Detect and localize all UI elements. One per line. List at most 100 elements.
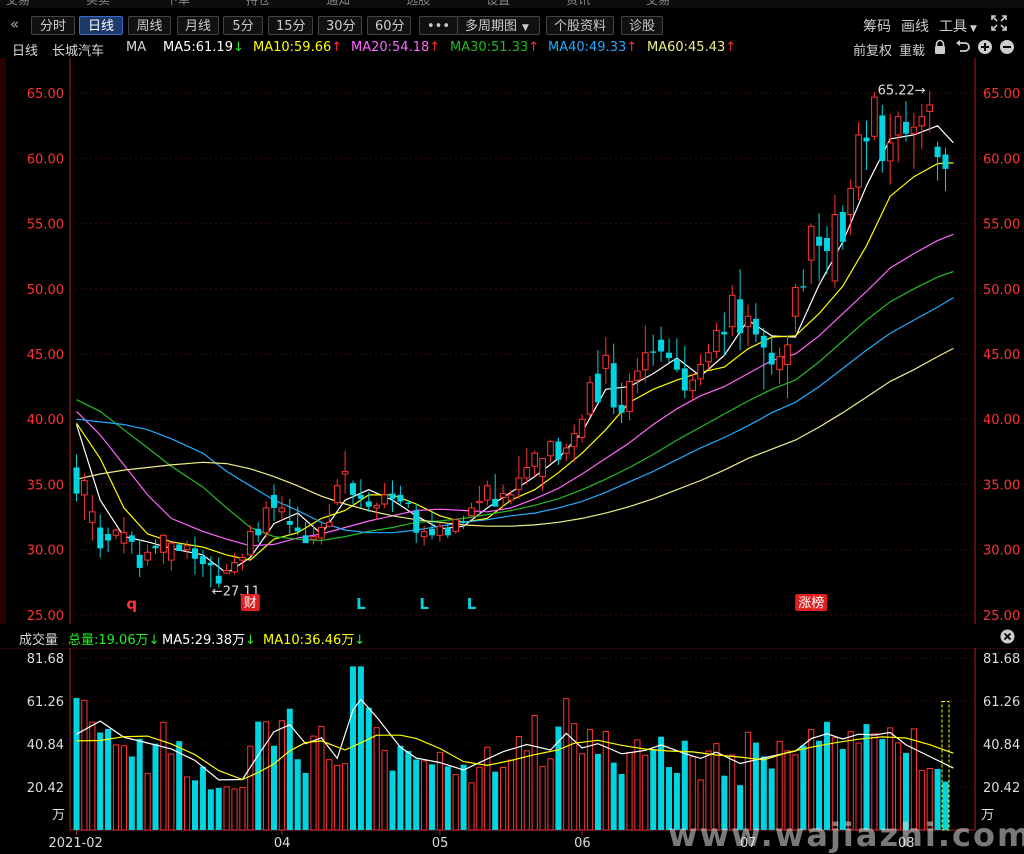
tools-button[interactable]: 工具 ▼ xyxy=(939,16,977,36)
candle[interactable] xyxy=(183,540,191,559)
candle[interactable] xyxy=(420,526,428,546)
candle[interactable] xyxy=(784,335,791,399)
volume-bar[interactable] xyxy=(231,788,238,831)
event-marker-label[interactable]: L xyxy=(467,595,477,613)
volume-bar[interactable] xyxy=(215,787,222,830)
volume-bar[interactable] xyxy=(563,698,570,831)
candle[interactable] xyxy=(144,544,151,566)
candle[interactable] xyxy=(879,104,886,173)
volume-bar[interactable] xyxy=(476,766,483,831)
candle[interactable] xyxy=(768,337,775,375)
candle[interactable] xyxy=(278,496,286,521)
candle[interactable] xyxy=(484,480,491,506)
volume-bar[interactable] xyxy=(263,721,270,831)
indicator-name[interactable]: MA xyxy=(126,40,147,55)
candle[interactable] xyxy=(223,564,230,574)
diagnose-button[interactable]: 诊股 xyxy=(621,16,664,35)
period-button[interactable]: 30分 xyxy=(318,16,362,35)
volume-bar[interactable] xyxy=(634,739,641,831)
volume-bar[interactable] xyxy=(271,745,277,830)
candle[interactable] xyxy=(326,504,333,528)
expand-icon[interactable] xyxy=(990,14,1008,36)
volume-bar[interactable] xyxy=(492,771,499,830)
zoom-in-icon[interactable] xyxy=(977,39,993,59)
volume-bar[interactable] xyxy=(120,745,128,831)
volume-bar[interactable] xyxy=(658,736,665,830)
zoom-out-icon[interactable] xyxy=(999,39,1015,59)
candle[interactable] xyxy=(105,527,112,553)
volume-bar[interactable] xyxy=(847,731,854,831)
volume-bar[interactable] xyxy=(689,756,696,831)
collapse-icon[interactable]: « xyxy=(10,15,20,33)
volume-bar[interactable] xyxy=(152,743,159,830)
volume-bar[interactable] xyxy=(831,737,838,831)
event-marker-label[interactable]: 涨榜 xyxy=(798,595,824,611)
period-button[interactable]: 日线 xyxy=(79,16,123,35)
volume-bar[interactable] xyxy=(373,727,380,831)
volume-bar[interactable] xyxy=(602,730,609,831)
candle[interactable] xyxy=(381,483,388,508)
volume-bar[interactable] xyxy=(729,754,736,831)
volume-bar[interactable] xyxy=(144,772,151,831)
volume-bar[interactable] xyxy=(105,728,112,830)
candle[interactable] xyxy=(570,424,578,463)
volume-bar[interactable] xyxy=(824,721,830,830)
candle[interactable] xyxy=(239,553,246,571)
volume-bar[interactable] xyxy=(405,751,412,830)
volume-bar[interactable] xyxy=(381,749,388,831)
volume-bar[interactable] xyxy=(879,739,886,830)
candle[interactable] xyxy=(152,539,159,554)
close-volume-icon[interactable] xyxy=(1000,629,1015,648)
volume-bar[interactable] xyxy=(460,764,467,830)
volume-bar[interactable] xyxy=(326,759,333,831)
event-marker-box[interactable] xyxy=(240,594,260,611)
candle[interactable] xyxy=(547,440,554,463)
candle[interactable] xyxy=(658,326,665,362)
volume-bar[interactable] xyxy=(255,721,262,830)
volume-bar[interactable] xyxy=(626,752,633,831)
candle[interactable] xyxy=(452,519,459,535)
candle[interactable] xyxy=(666,338,672,364)
candle[interactable] xyxy=(373,502,380,520)
price-chart[interactable]: 65.00 65.00 60.00 60.00 55.00 55.00 50.00 50.00… xyxy=(0,58,1024,624)
top-menu-item[interactable]: 下单 xyxy=(166,0,191,7)
volume-bar[interactable] xyxy=(160,721,167,831)
volume-bar[interactable] xyxy=(468,782,475,831)
volume-bar[interactable] xyxy=(579,753,586,831)
candle[interactable] xyxy=(578,414,586,443)
candle[interactable] xyxy=(255,522,262,542)
candle[interactable] xyxy=(760,327,767,390)
candle[interactable] xyxy=(626,373,633,421)
volume-bar[interactable] xyxy=(81,699,88,831)
candle[interactable] xyxy=(112,528,120,540)
lock-icon[interactable] xyxy=(933,39,947,59)
candle[interactable] xyxy=(413,504,420,544)
candle[interactable] xyxy=(515,455,523,499)
candle[interactable] xyxy=(886,114,894,185)
volume-bar[interactable] xyxy=(713,743,720,831)
top-menu-item[interactable]: 交易 xyxy=(6,0,31,7)
candle[interactable] xyxy=(333,479,341,506)
candle[interactable] xyxy=(476,485,483,516)
candle[interactable] xyxy=(673,338,680,373)
top-menu-item[interactable]: 资讯 xyxy=(566,0,591,7)
volume-bar[interactable] xyxy=(531,714,538,831)
candle[interactable] xyxy=(934,141,941,181)
volume-bar[interactable] xyxy=(397,745,404,830)
volume-bar[interactable] xyxy=(697,779,704,831)
period-button[interactable]: 周线 xyxy=(128,16,171,35)
candle[interactable] xyxy=(499,484,507,507)
volume-bar[interactable] xyxy=(839,748,846,830)
volume-bar[interactable] xyxy=(571,723,578,831)
top-menu-item[interactable]: 持仓 xyxy=(246,0,271,7)
candle[interactable] xyxy=(460,515,467,529)
volume-bar[interactable] xyxy=(737,785,744,830)
candle[interactable] xyxy=(302,522,309,544)
volume-bar[interactable] xyxy=(436,751,443,831)
candle[interactable] xyxy=(436,522,444,542)
volume-bar[interactable] xyxy=(176,741,183,830)
candle[interactable] xyxy=(689,373,697,401)
candle[interactable] xyxy=(894,111,902,163)
candle[interactable] xyxy=(800,269,807,292)
volume-bar[interactable] xyxy=(223,786,230,831)
